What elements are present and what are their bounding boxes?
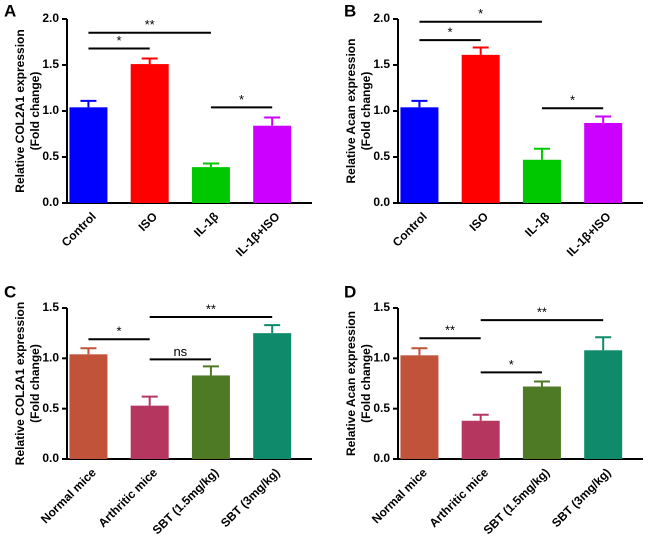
bar <box>191 167 230 203</box>
bar <box>400 355 439 459</box>
x-tick-label: Control <box>59 209 99 249</box>
bar <box>69 107 108 203</box>
y-axis-label: Relative COL2A1 expression <box>13 29 27 192</box>
bar <box>130 64 169 203</box>
x-tick-label: SBT (3mg/kg) <box>218 465 283 530</box>
y-tick-label: 1.0 <box>373 351 390 365</box>
y-tick-label: 0.0 <box>373 195 390 209</box>
y-tick-label: 0.0 <box>373 451 390 465</box>
x-tick-label: IL-1β <box>522 209 552 239</box>
x-tick-label: IL-1β <box>191 209 221 239</box>
y-axis-label: Relative COL2A1 expression <box>13 302 27 465</box>
x-tick-label: ISO <box>136 209 161 234</box>
panel-label: B <box>344 1 356 20</box>
bar <box>130 405 169 459</box>
bar <box>400 107 439 203</box>
significance-label: ** <box>145 17 155 32</box>
significance-label: ** <box>445 323 455 338</box>
panel-label: C <box>4 282 16 301</box>
y-tick-label: 1.5 <box>42 57 59 71</box>
x-tick-label: Arthritic mice <box>426 465 491 530</box>
y-tick-label: 0.5 <box>42 149 59 163</box>
bar <box>191 375 230 459</box>
bar <box>584 122 623 203</box>
y-tick-label: 2.0 <box>42 11 59 25</box>
x-tick-label: Normal mice <box>38 465 99 526</box>
y-tick-label: 1.5 <box>42 300 59 314</box>
significance-label: * <box>478 6 483 21</box>
y-tick-label: 1.0 <box>373 103 390 117</box>
bar <box>461 420 500 459</box>
significance-label: * <box>239 92 244 107</box>
significance-label: ** <box>537 305 547 320</box>
y-tick-label: 0.5 <box>373 401 390 415</box>
y-axis-label: (Fold change) <box>359 72 373 151</box>
significance-label: ** <box>206 301 216 316</box>
bar <box>584 350 623 459</box>
x-tick-label: Arthritic mice <box>95 465 160 530</box>
significance-label: * <box>117 33 122 48</box>
x-tick-label: Control <box>390 209 430 249</box>
y-tick-label: 0.5 <box>373 149 390 163</box>
x-tick-label: Normal mice <box>369 465 430 526</box>
y-tick-label: 0.0 <box>42 451 59 465</box>
significance-label: * <box>448 25 453 40</box>
y-axis-label: Relative Acan expression <box>344 311 358 456</box>
x-tick-label: SBT (1.5mg/kg) <box>150 465 222 537</box>
bar <box>253 125 292 203</box>
panel-label: D <box>344 282 356 301</box>
y-tick-label: 1.5 <box>373 300 390 314</box>
y-tick-label: 0.5 <box>42 401 59 415</box>
significance-label: * <box>509 357 514 372</box>
bar <box>253 333 292 459</box>
y-axis-label: (Fold change) <box>28 72 42 151</box>
x-tick-label: IL-1β+ISO <box>564 209 614 259</box>
panel-label: A <box>4 1 16 20</box>
y-tick-label: 0.0 <box>42 195 59 209</box>
y-tick-label: 1.5 <box>373 57 390 71</box>
x-tick-label: SBT (3mg/kg) <box>549 465 614 530</box>
y-axis-label: (Fold change) <box>28 344 42 423</box>
bar <box>69 354 108 459</box>
x-tick-label: IL-1β+ISO <box>233 209 283 259</box>
significance-label: * <box>117 324 122 339</box>
y-tick-label: 1.0 <box>42 351 59 365</box>
x-tick-label: SBT (1.5mg/kg) <box>481 465 553 537</box>
bar <box>522 159 561 203</box>
bar <box>522 386 561 459</box>
y-tick-label: 2.0 <box>373 11 390 25</box>
significance-label: ns <box>173 344 187 359</box>
y-tick-label: 1.0 <box>42 103 59 117</box>
bar <box>461 54 500 203</box>
x-tick-label: ISO <box>467 209 492 234</box>
significance-label: * <box>570 93 575 108</box>
y-axis-label: Relative Acan expression <box>344 39 358 184</box>
y-axis-label: (Fold change) <box>359 344 373 423</box>
